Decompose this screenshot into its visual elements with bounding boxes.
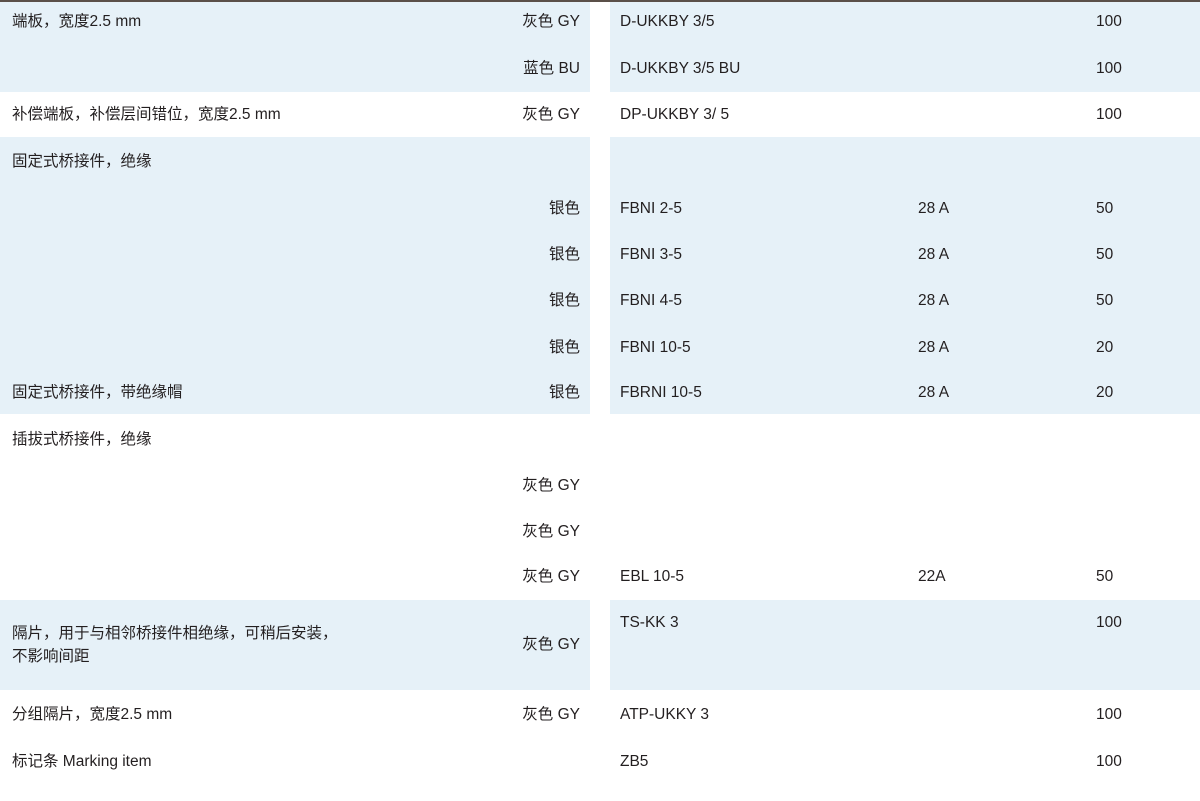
cell-color-row-end-plate-gy: 灰色 GY xyxy=(522,13,580,30)
cell-amperage-row-fbrni-10-5: 28 A xyxy=(918,384,950,401)
cell-type-row-fbni-2-5: FBNI 2-5 xyxy=(620,200,683,217)
cell-color-row-fbrni-10-5: 银色 xyxy=(548,384,580,401)
cell-color-row-fbni-10-5: 银色 xyxy=(548,339,580,356)
band-mid-blue-left xyxy=(0,137,590,414)
cell-quantity-row-fbni-3-5: 50 xyxy=(1096,246,1114,263)
cell-quantity-row-fbni-2-5: 50 xyxy=(1096,200,1114,217)
band-top-blue-right xyxy=(610,0,1200,92)
cell-description-row-end-plate-gy: 端板，宽度2.5 mm xyxy=(12,13,142,30)
cell-quantity-row-end-plate-bu: 100 xyxy=(1096,60,1122,77)
cell-type-row-fbni-4-5: FBNI 4-5 xyxy=(620,292,683,309)
cell-type-row-fbni-3-5: FBNI 3-5 xyxy=(620,246,683,263)
band-lower-blue-right xyxy=(610,600,1200,690)
cell-type-row-fbni-10-5: FBNI 10-5 xyxy=(620,339,691,356)
cell-type-row-compensation-end-plate: DP-UKKBY 3/ 5 xyxy=(620,106,730,123)
cell-quantity-row-fbni-10-5: 20 xyxy=(1096,339,1114,356)
cell-color-row-ebl-10-5: 灰色 GY xyxy=(522,568,580,585)
band-mid-blue-right xyxy=(610,137,1200,414)
cell-quantity-row-ebl-10-5: 50 xyxy=(1096,568,1114,585)
cell-amperage-row-fbni-4-5: 28 A xyxy=(918,292,950,309)
cell-color-row-fbni-4-5: 银色 xyxy=(548,292,580,309)
cell-description-row-fixed-bridge-header: 固定式桥接件，绝缘 xyxy=(12,153,152,170)
cell-quantity-row-fbni-4-5: 50 xyxy=(1096,292,1114,309)
cell-color-row-plug-in-gy-1: 灰色 GY xyxy=(522,477,580,494)
cell-amperage-row-fbni-3-5: 28 A xyxy=(918,246,950,263)
cell-type-row-ts-kk-3: TS-KK 3 xyxy=(620,614,679,631)
cell-amperage-row-fbni-10-5: 28 A xyxy=(918,339,950,356)
band-top-blue-left xyxy=(0,0,590,92)
cell-color-row-atp-ukky-3: 灰色 GY xyxy=(522,706,580,723)
cell-type-row-ebl-10-5: EBL 10-5 xyxy=(620,568,685,585)
cell-quantity-row-fbrni-10-5: 20 xyxy=(1096,384,1114,401)
cell-color-row-plug-in-gy-2: 灰色 GY xyxy=(522,523,580,540)
cell-quantity-row-ts-kk-3: 100 xyxy=(1096,614,1122,631)
cell-color-row-compensation-end-plate: 灰色 GY xyxy=(522,106,580,123)
cell-color-row-fbni-3-5: 银色 xyxy=(548,246,580,263)
cell-type-row-end-plate-bu: D-UKKBY 3/5 BU xyxy=(620,60,741,77)
cell-type-row-fbrni-10-5: FBRNI 10-5 xyxy=(620,384,702,401)
cell-color-row-fbni-2-5: 银色 xyxy=(548,200,580,217)
cell-amperage-row-ebl-10-5: 22A xyxy=(918,568,946,585)
cell-quantity-row-end-plate-gy: 100 xyxy=(1096,13,1122,30)
cell-type-row-end-plate-gy: D-UKKBY 3/5 xyxy=(620,13,715,30)
band-lower-blue-left xyxy=(0,600,590,690)
table-bottom-rule xyxy=(0,0,1200,2)
cell-quantity-row-zb5: 100 xyxy=(1096,753,1122,770)
cell-description-row-fbrni-10-5: 固定式桥接件，带绝缘帽 xyxy=(12,384,183,401)
cell-description-row-ts-kk-3: 隔片，用于与相邻桥接件相绝缘，可稍后安装， 不影响间距 xyxy=(12,625,338,665)
cell-description-row-atp-ukky-3: 分组隔片，宽度2.5 mm xyxy=(12,706,173,723)
cell-type-row-atp-ukky-3: ATP-UKKY 3 xyxy=(620,706,710,723)
cell-color-row-end-plate-bu: 蓝色 BU xyxy=(523,60,580,77)
cell-description-row-compensation-end-plate: 补偿端板，补偿层间错位，宽度2.5 mm xyxy=(12,106,281,123)
cell-type-row-zb5: ZB5 xyxy=(620,753,649,770)
cell-description-row-plug-in-bridge-header: 插拔式桥接件，绝缘 xyxy=(12,431,152,448)
cell-color-row-ts-kk-3: 灰色 GY xyxy=(522,636,580,653)
cell-quantity-row-atp-ukky-3: 100 xyxy=(1096,706,1122,723)
cell-quantity-row-compensation-end-plate: 100 xyxy=(1096,106,1122,123)
cell-amperage-row-fbni-2-5: 28 A xyxy=(918,200,950,217)
cell-description-row-zb5: 标记条 Marking item xyxy=(12,753,152,770)
